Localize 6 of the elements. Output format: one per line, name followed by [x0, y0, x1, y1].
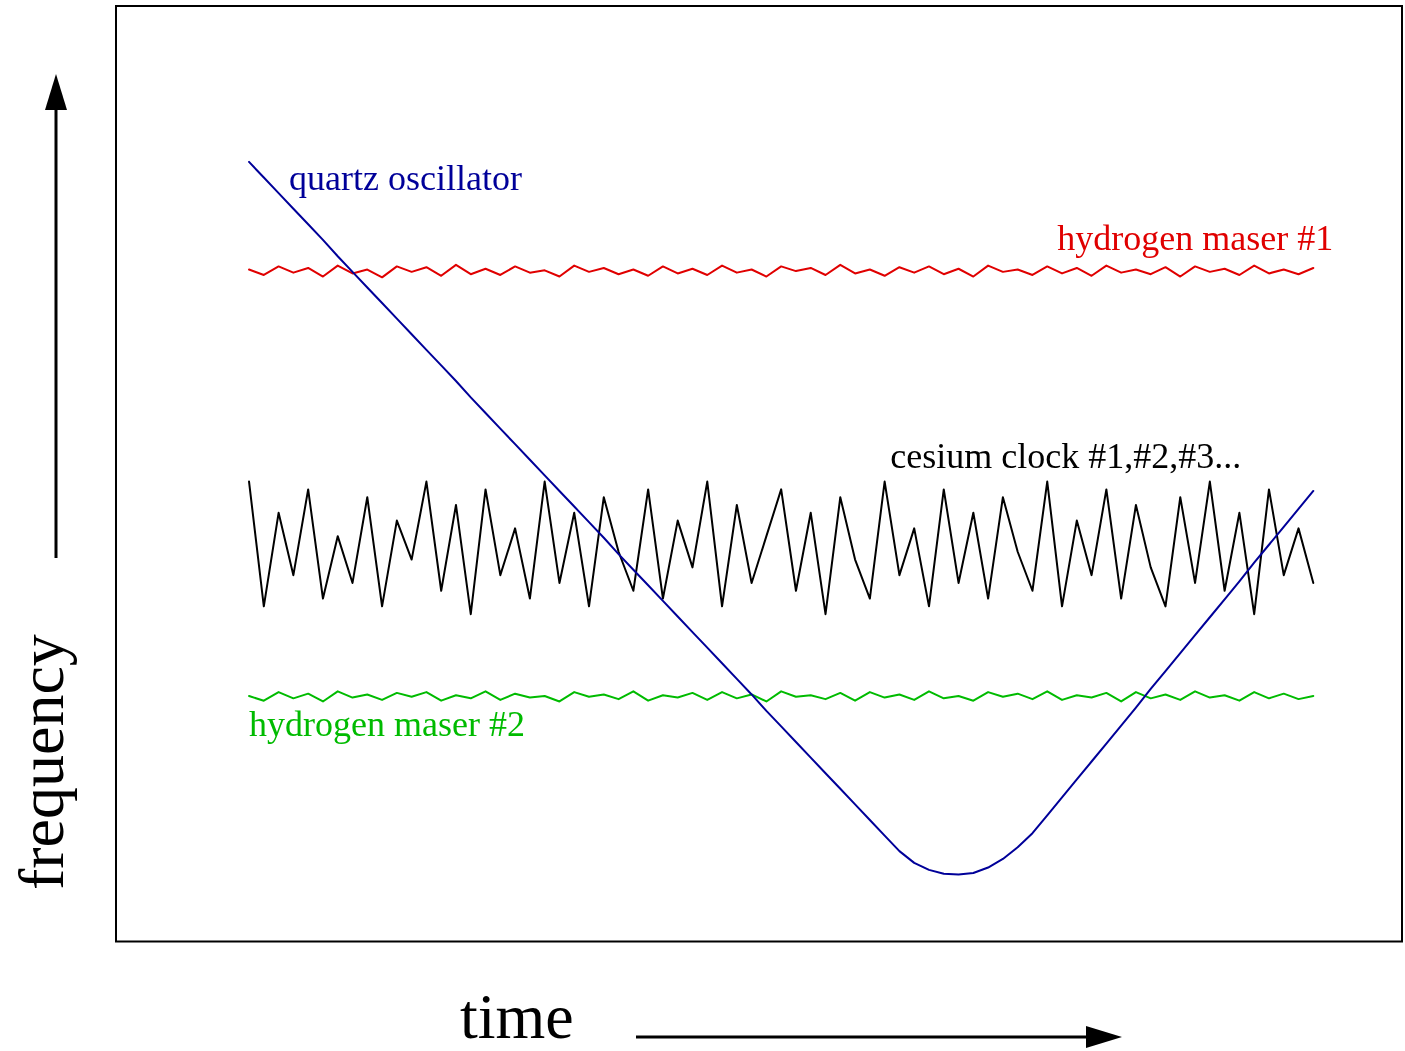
y-axis-title: frequency	[6, 633, 77, 890]
x-axis-title: time	[460, 981, 574, 1051]
series-label: quartz oscillator	[289, 157, 522, 198]
series-label: hydrogen maser #1	[1057, 217, 1334, 258]
series-label: cesium clock #1,#2,#3...	[890, 435, 1242, 476]
series-label: hydrogen maser #2	[249, 704, 525, 745]
